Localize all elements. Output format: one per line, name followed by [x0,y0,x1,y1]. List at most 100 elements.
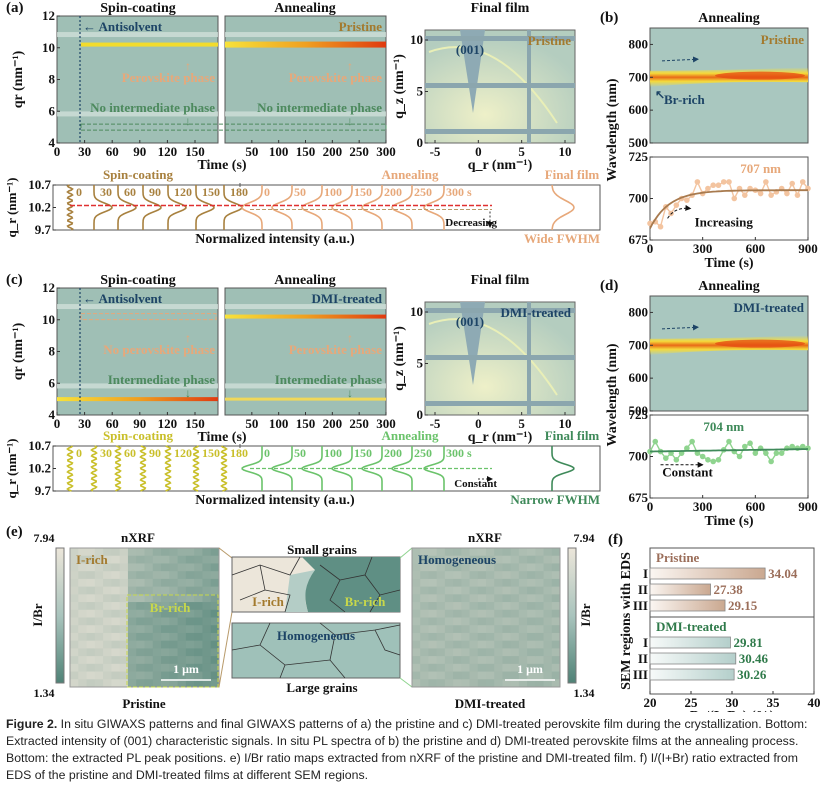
y-axis-label: Wavelength (nm) [605,343,620,446]
detector-gap-h [425,401,575,406]
map-pixel [78,632,88,642]
map-pixel [94,602,104,611]
map-pixel [535,571,545,580]
map-pixel [428,663,438,673]
map-pixel [494,617,503,626]
map-pixel [494,632,503,642]
map-pixel [527,602,536,611]
perovskite-band-anneal [225,41,386,48]
map-pixel [177,555,187,564]
map-pixel [543,679,553,688]
ratio-axis-tick-label: 30 [726,695,739,710]
map-pixel [494,548,503,557]
map-pixel [527,632,536,642]
map-pixel [94,578,104,588]
pl-peak-point [763,450,769,456]
map-pixel [185,679,195,688]
map-pixel [185,632,195,642]
map-pixel [94,625,104,634]
map-pixel [152,609,162,618]
map-pixel [111,602,121,611]
intermediate-phase-label: Intermediate phase [275,372,382,387]
large-grains-title: Large grains [286,680,357,695]
map-pixel [436,671,446,680]
map-pixel [202,594,212,603]
intermediate-phase-label: No intermediate phase [90,100,215,115]
map-pixel [543,548,553,557]
map-pixel [169,617,179,626]
map-pixel [161,571,170,580]
spin-map [56,287,219,416]
qr-axis-tick-label: 9.7 [35,483,52,498]
homogeneous-label: Homogeneous [418,552,496,567]
map-pixel [527,625,536,634]
series-label: Pristine [656,550,700,565]
pl-peak-point [757,190,764,197]
wavelength-axis-tick-label: 500 [629,403,649,418]
map-pixel [78,679,88,688]
map-pixel [420,555,429,564]
qr-axis-tick-label: 4 [49,407,56,422]
map-pixel [210,656,220,665]
wavelength-axis-tick-label: 675 [629,232,649,247]
map-pixel [194,586,203,595]
map-pixel [119,656,129,665]
detector-gap-h [425,129,575,134]
map-pixel [127,648,137,657]
map-pixel [436,632,446,642]
figure-caption: Figure 2. In situ GIWAXS patterns and fi… [6,716,826,784]
sample-label: Pristine [528,33,572,48]
map-pixel [535,617,545,626]
map-pixel [86,663,96,673]
detector-gap-h [425,355,575,360]
map-pixel [103,548,112,557]
map-pixel [70,640,79,649]
map-pixel [127,563,137,572]
map-pixel [177,578,187,588]
map-pixel [103,617,112,626]
map-pixel [152,602,162,611]
map-pixel [161,594,170,603]
spin-profile-curve [114,445,122,492]
map-pixel [127,656,137,665]
map-pixel [453,602,462,611]
map-pixel [194,602,203,611]
map-pixel [210,617,220,626]
map-pixel [428,609,438,618]
y-axis-label: q_r (nm⁻¹) [4,178,19,238]
map-pixel [486,586,495,595]
map-pixel [111,594,121,603]
map-pixel [119,586,129,595]
map-pixel [527,548,536,557]
x-axis-label: Br/(I+Br) (%) [690,709,775,712]
map-pixel [202,632,212,642]
map-pixel [453,578,462,588]
map-pixel [486,609,495,618]
map-pixel [412,571,421,580]
map-pixel [119,555,129,564]
map-pixel [86,571,96,580]
map-pixel [194,609,203,618]
anneal-time-label: 100 [324,446,342,460]
qr-axis-tick-label: 9.7 [35,222,52,237]
antisolvent-label: ← Antisolvent [83,291,163,306]
map-pixel [469,679,479,688]
map-pixel [210,640,220,649]
beamstop-shadow [460,30,485,113]
map-pixel [453,586,462,595]
map-pixel [103,648,112,657]
map-pixel [78,609,88,618]
title-spin-coating: Spin-coating [100,273,175,288]
map-pixel [136,656,145,665]
qr-axis-tick-label: 8 [49,72,56,87]
map-pixel [444,625,454,634]
map-pixel [202,578,212,588]
map-pixel [535,602,545,611]
final-film-curve [551,184,575,231]
map-pixel [494,656,503,665]
spin-time-tick-label: 30 [78,416,91,431]
map-pixel [210,571,220,580]
map-pixel [486,594,495,603]
map-pixel [202,586,212,595]
